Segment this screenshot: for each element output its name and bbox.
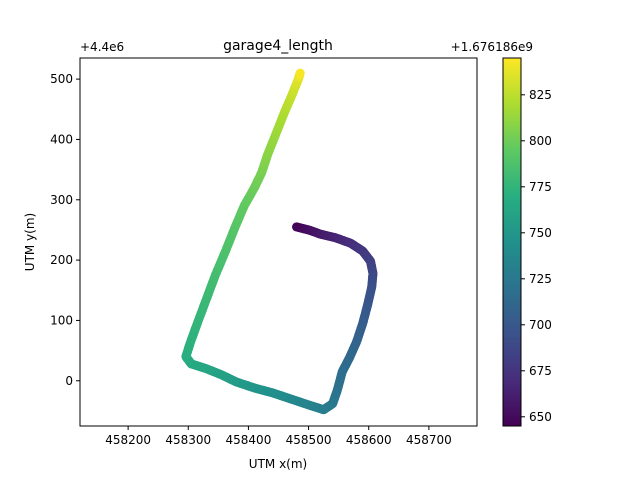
x-tick-label: 458700 (406, 433, 452, 447)
x-axis-label: UTM x(m) (249, 457, 307, 471)
colorbar-tick-label: 800 (529, 134, 552, 148)
colorbar-tick-label: 825 (529, 88, 552, 102)
y-axis-ticks: 0 100 200 300 400 500 (50, 72, 80, 388)
x-tick-label: 458200 (105, 433, 151, 447)
y-tick-label: 100 (50, 313, 73, 327)
colorbar-tick-label: 700 (529, 318, 552, 332)
x-axis-ticks: 458200 458300 458400 458500 458600 458700 (105, 426, 452, 447)
y-tick-label: 200 (50, 253, 73, 267)
colorbar-tick-label: 775 (529, 180, 552, 194)
y-axis-label: UTM y(m) (23, 213, 37, 271)
y-offset-label: +4.4e6 (80, 40, 124, 54)
x-tick-label: 458400 (226, 433, 272, 447)
colorbar-offset-label: +1.676186e9 (451, 40, 533, 54)
colorbar-ticks: 650 675 700 725 750 775 800 825 (521, 88, 552, 424)
x-tick-label: 458600 (346, 433, 392, 447)
scatter-point (295, 68, 305, 78)
colorbar-tick-label: 650 (529, 410, 552, 424)
plot-frame (79, 57, 478, 427)
colorbar-tick-label: 725 (529, 272, 552, 286)
colorbar-tick-label: 750 (529, 226, 552, 240)
y-tick-label: 400 (50, 132, 73, 146)
x-tick-label: 458500 (286, 433, 332, 447)
chart-title: garage4_length (223, 38, 333, 54)
y-tick-label: 300 (50, 193, 73, 207)
y-tick-label: 500 (50, 72, 73, 86)
colorbar-tick-label: 675 (529, 364, 552, 378)
y-tick-label: 0 (65, 374, 73, 388)
colorbar (502, 57, 522, 427)
scatter-points (181, 68, 378, 415)
x-tick-label: 458300 (165, 433, 211, 447)
